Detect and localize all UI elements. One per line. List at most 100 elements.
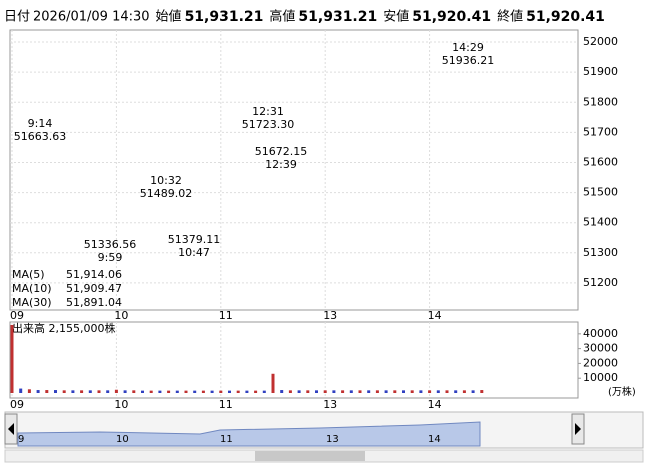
bar xyxy=(454,390,458,393)
legend-name: MA(5) xyxy=(12,268,45,281)
legend-name: MA(10) xyxy=(12,282,52,295)
bar xyxy=(193,390,197,393)
annotation: 10:32 xyxy=(150,174,182,187)
bar xyxy=(184,390,188,393)
bar xyxy=(36,390,40,393)
x-tick-label: 13 xyxy=(323,309,337,322)
bar xyxy=(45,390,49,393)
legend-value: 51,909.47 xyxy=(66,282,122,295)
header-label: 始値 xyxy=(156,9,182,25)
legend-value: 51,891.04 xyxy=(66,296,122,309)
bar xyxy=(375,390,379,393)
annotation: 51489.02 xyxy=(140,187,193,200)
bar xyxy=(71,390,75,393)
volume-unit: (万株) xyxy=(608,385,636,398)
header-label: 安値 xyxy=(383,9,409,25)
bar xyxy=(141,390,144,393)
bar xyxy=(280,390,284,393)
bar xyxy=(19,388,23,393)
header-value: 51,920.41 xyxy=(526,9,605,25)
annotation: 9:14 xyxy=(28,117,53,130)
bar xyxy=(167,390,171,393)
x-tick-label: 14 xyxy=(428,309,442,322)
bar xyxy=(341,390,345,393)
navigator-area xyxy=(17,421,481,447)
x-tick-label: 11 xyxy=(219,398,233,411)
bar xyxy=(149,390,153,393)
y-tick-label: 40000 xyxy=(583,327,618,340)
volume-frame xyxy=(9,321,579,399)
y-tick-label: 52000 xyxy=(583,35,618,48)
annotation: 51663.63 xyxy=(14,130,67,143)
bar xyxy=(419,390,423,393)
bar xyxy=(445,390,449,393)
bar xyxy=(384,390,388,393)
bar xyxy=(332,390,336,393)
bar xyxy=(306,390,310,393)
bar xyxy=(175,390,179,393)
legend-value: 51,914.06 xyxy=(66,268,122,281)
bar xyxy=(297,390,301,393)
navigator-label: 11 xyxy=(220,434,233,445)
y-tick-label: 51400 xyxy=(583,216,618,229)
bar xyxy=(358,390,362,393)
x-tick-label: 13 xyxy=(323,398,337,411)
bar xyxy=(480,390,484,393)
arrow-right xyxy=(575,423,581,435)
header-value: 2026/01/09 14:30 xyxy=(33,10,150,25)
bar xyxy=(10,324,14,393)
y-tick-label: 51700 xyxy=(583,125,618,138)
bar xyxy=(323,390,327,393)
annotation: 51336.56 xyxy=(84,238,137,251)
header-value: 51,931.21 xyxy=(298,9,377,25)
bar xyxy=(228,390,231,393)
annotation: 12:39 xyxy=(265,158,297,171)
arrow-left xyxy=(8,423,14,435)
navigator-label: 10 xyxy=(116,434,129,445)
bar xyxy=(201,390,205,393)
volume-title: 出来高 2,155,000株 xyxy=(12,321,115,335)
y-tick-label: 51200 xyxy=(583,276,618,289)
bar xyxy=(402,390,405,393)
bar xyxy=(462,390,466,393)
bar xyxy=(262,390,266,393)
header-label: 日付 xyxy=(4,10,30,25)
bar xyxy=(315,390,318,393)
annotation: 51936.21 xyxy=(442,54,495,67)
bar xyxy=(54,390,57,393)
y-tick-label: 10000 xyxy=(583,371,618,384)
y-tick-label: 51300 xyxy=(583,246,618,259)
bar xyxy=(428,390,432,393)
bar xyxy=(471,390,475,393)
y-tick-label: 20000 xyxy=(583,356,618,369)
annotation: 51379.11 xyxy=(168,233,221,246)
bar xyxy=(288,390,292,393)
bar xyxy=(210,390,214,393)
y-tick-label: 51800 xyxy=(583,95,618,108)
bar xyxy=(80,390,84,393)
x-tick-label: 09 xyxy=(10,309,24,322)
y-tick-label: 51600 xyxy=(583,155,618,168)
bar xyxy=(436,390,440,393)
annotation: 12:31 xyxy=(252,105,284,118)
bar xyxy=(97,390,101,393)
x-tick-label: 09 xyxy=(10,398,24,411)
bar xyxy=(245,390,249,393)
bar xyxy=(410,390,414,393)
bar xyxy=(393,390,397,393)
bar xyxy=(271,373,275,393)
bar xyxy=(219,390,223,393)
bar xyxy=(158,390,162,393)
bar xyxy=(367,390,371,393)
navigator-label: 9 xyxy=(18,434,24,445)
bar xyxy=(114,389,118,393)
x-tick-label: 11 xyxy=(219,309,233,322)
bar xyxy=(132,390,136,393)
x-tick-label: 10 xyxy=(114,398,128,411)
scrollbar-thumb[interactable] xyxy=(255,451,365,461)
navigator-label: 13 xyxy=(326,434,339,445)
header-value: 51,920.41 xyxy=(412,9,491,25)
bar xyxy=(349,390,353,393)
price-frame xyxy=(9,29,579,311)
